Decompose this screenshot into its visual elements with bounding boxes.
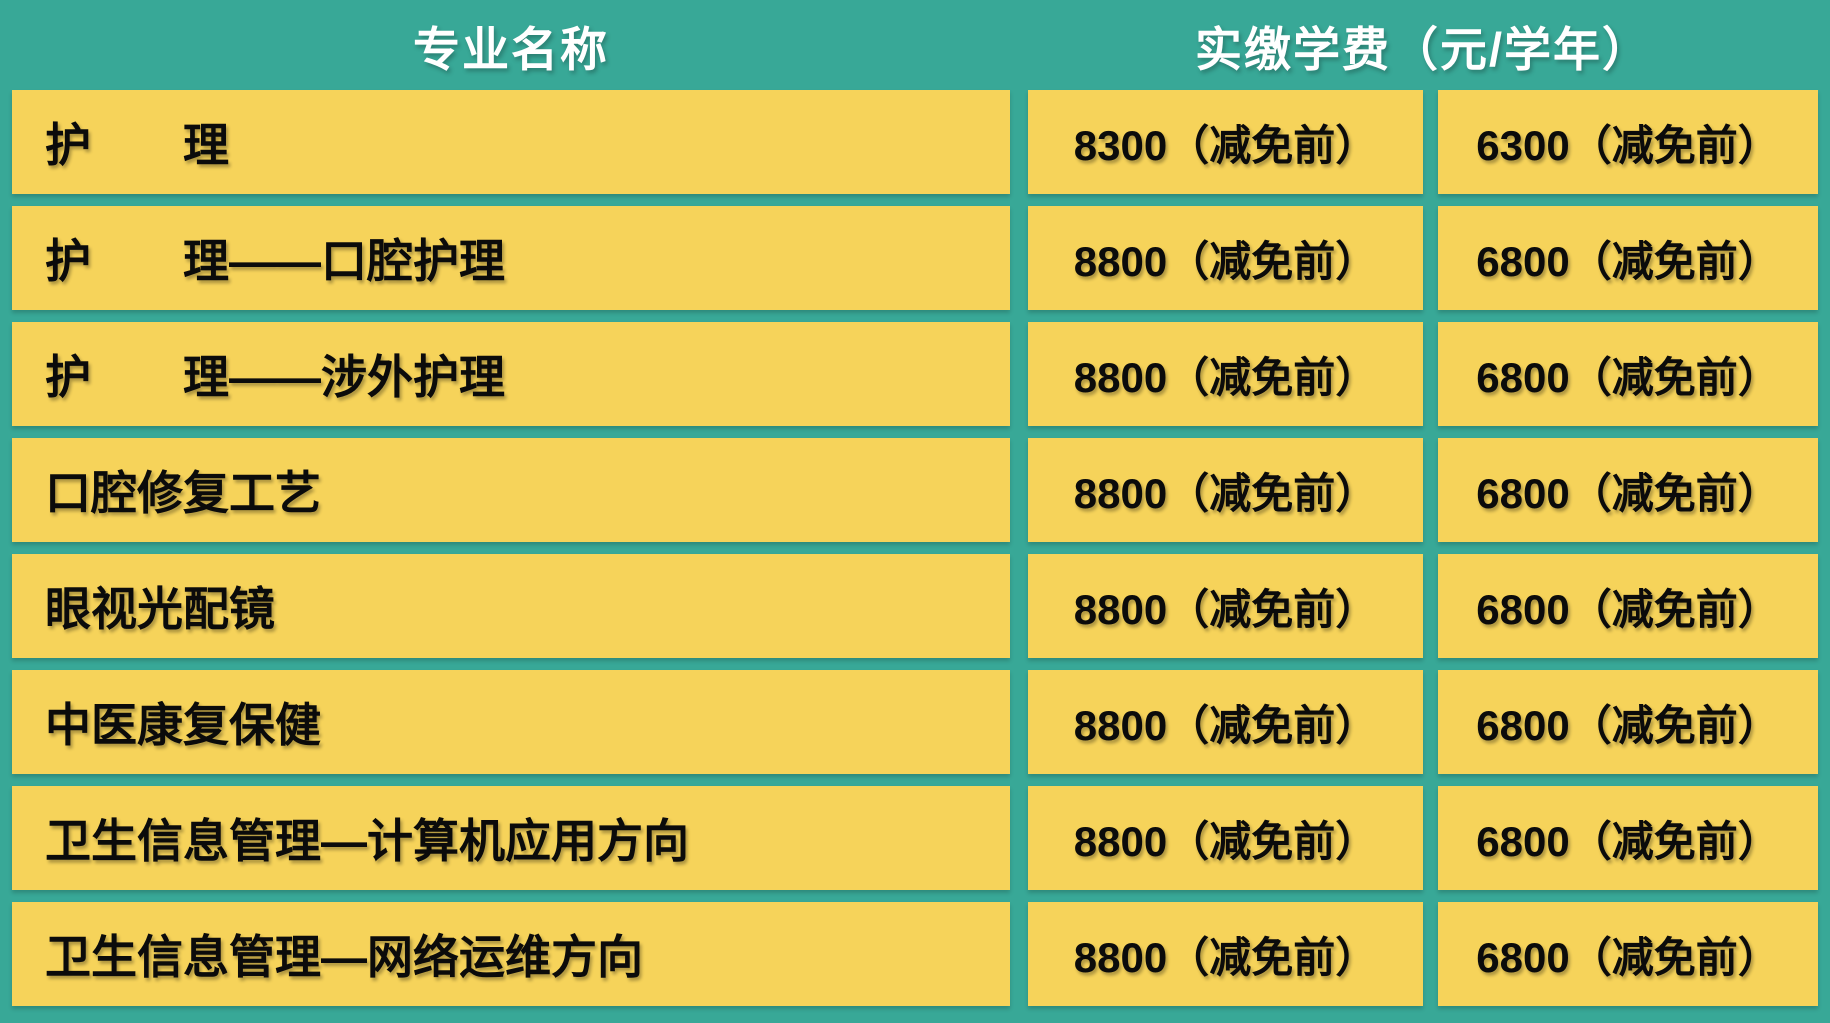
fee-after-cell: 6800（减免前） <box>1438 322 1818 426</box>
fee-before-cell: 8800（减免前） <box>1028 322 1423 426</box>
fee-after-cell: 6800（减免前） <box>1438 438 1818 542</box>
table-row: 卫生信息管理—计算机应用方向 8800（减免前） 6800（减免前） <box>12 786 1818 890</box>
fee-after-cell: 6800（减免前） <box>1438 554 1818 658</box>
table-row: 护 理——涉外护理 8800（减免前） 6800（减免前） <box>12 322 1818 426</box>
fee-before-cell: 8800（减免前） <box>1028 554 1423 658</box>
fee-after-cell: 6800（减免前） <box>1438 786 1818 890</box>
header-major-name: 专业名称 <box>413 22 609 76</box>
fee-before-cell: 8800（减免前） <box>1028 902 1423 1006</box>
fee-after-cell: 6300（减免前） <box>1438 90 1818 194</box>
table-header-row: 专业名称 实缴学费（元/学年） <box>12 0 1818 90</box>
fee-before-cell: 8800（减免前） <box>1028 670 1423 774</box>
header-tuition-fee: 实缴学费（元/学年） <box>1194 22 1652 76</box>
major-name-cell: 卫生信息管理—网络运维方向 <box>12 902 1010 1006</box>
major-name-cell: 口腔修复工艺 <box>12 438 1010 542</box>
table-row: 中医康复保健 8800（减免前） 6800（减免前） <box>12 670 1818 774</box>
fee-before-cell: 8300（减免前） <box>1028 90 1423 194</box>
fee-after-cell: 6800（减免前） <box>1438 206 1818 310</box>
major-name-cell: 眼视光配镜 <box>12 554 1010 658</box>
table-row: 护 理——口腔护理 8800（减免前） 6800（减免前） <box>12 206 1818 310</box>
table-row: 眼视光配镜 8800（减免前） 6800（减免前） <box>12 554 1818 658</box>
major-name-cell: 护 理——口腔护理 <box>12 206 1010 310</box>
major-name-cell: 护 理——涉外护理 <box>12 322 1010 426</box>
table-row: 卫生信息管理—网络运维方向 8800（减免前） 6800（减免前） <box>12 902 1818 1006</box>
fee-before-cell: 8800（减免前） <box>1028 206 1423 310</box>
major-name-cell: 中医康复保健 <box>12 670 1010 774</box>
fee-after-cell: 6800（减免前） <box>1438 902 1818 1006</box>
major-name-cell: 卫生信息管理—计算机应用方向 <box>12 786 1010 890</box>
fee-before-cell: 8800（减免前） <box>1028 438 1423 542</box>
table-body: 护 理 8300（减免前） 6300（减免前） 护 理——口腔护理 8800（减… <box>12 90 1818 1006</box>
fee-after-cell: 6800（减免前） <box>1438 670 1818 774</box>
fee-before-cell: 8800（减免前） <box>1028 786 1423 890</box>
table-row: 口腔修复工艺 8800（减免前） 6800（减免前） <box>12 438 1818 542</box>
major-name-cell: 护 理 <box>12 90 1010 194</box>
table-row: 护 理 8300（减免前） 6300（减免前） <box>12 90 1818 194</box>
